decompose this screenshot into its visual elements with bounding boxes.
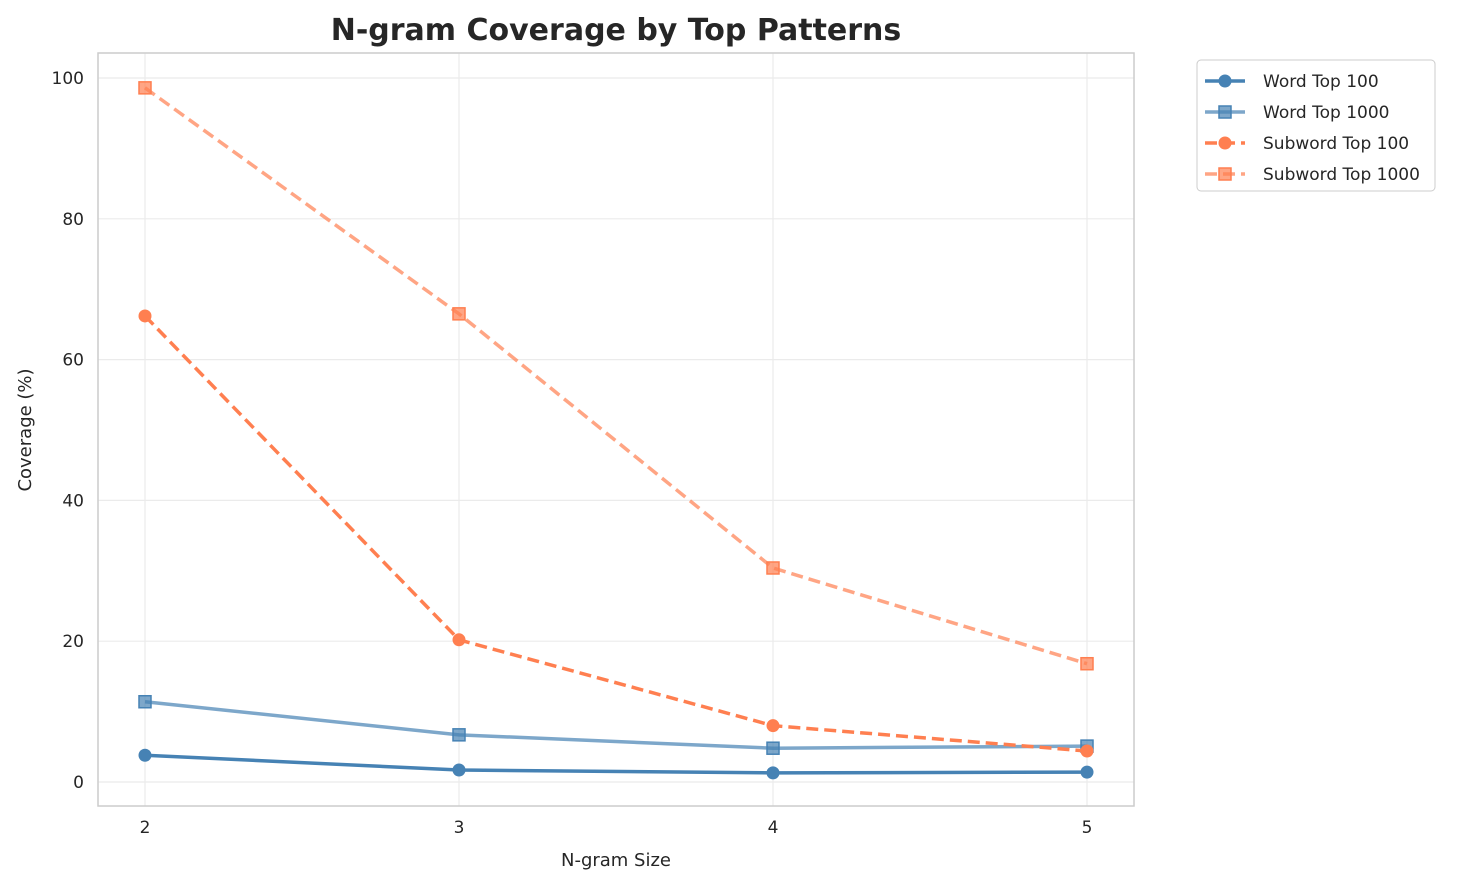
y-tick-label: 100 xyxy=(52,69,84,89)
data-point xyxy=(138,694,152,709)
series-line-1 xyxy=(144,700,1088,750)
series-line-3 xyxy=(143,86,1088,666)
y-tick-label: 60 xyxy=(62,351,84,371)
data-point xyxy=(1080,656,1094,671)
legend-marker xyxy=(1218,136,1232,150)
legend-marker xyxy=(1218,105,1232,119)
data-point xyxy=(766,766,780,780)
series-line-0 xyxy=(144,753,1088,775)
data-point xyxy=(766,719,780,733)
x-axis-label: N-gram Size xyxy=(561,850,671,871)
chart-title: N-gram Coverage by Top Patterns xyxy=(331,13,902,48)
x-tick-label: 2 xyxy=(140,818,151,838)
legend-label: Word Top 100 xyxy=(1263,72,1379,92)
legend-marker xyxy=(1218,167,1232,181)
data-point xyxy=(138,748,152,762)
data-point xyxy=(138,81,152,95)
data-point xyxy=(452,763,466,777)
x-tick-label: 5 xyxy=(1082,818,1093,838)
data-point xyxy=(452,307,466,321)
data-point xyxy=(452,728,466,742)
legend-box xyxy=(1196,59,1436,192)
y-tick-label: 40 xyxy=(62,491,84,511)
data-point xyxy=(766,561,780,575)
series-line-2 xyxy=(143,314,1088,753)
y-tick-label: 0 xyxy=(73,773,84,793)
data-point xyxy=(1080,744,1094,758)
legend-label: Subword Top 100 xyxy=(1263,134,1409,154)
data-point xyxy=(1080,765,1094,779)
x-tick-label: 3 xyxy=(454,818,465,838)
y-axis-label: Coverage (%) xyxy=(15,368,36,491)
y-tick-label: 80 xyxy=(62,210,84,230)
data-point xyxy=(138,309,152,323)
x-tick-label: 4 xyxy=(768,818,779,838)
legend-marker xyxy=(1218,74,1232,88)
plot-frame xyxy=(97,52,1135,807)
data-point xyxy=(452,633,466,647)
y-tick-label: 20 xyxy=(62,632,84,652)
legend-label: Subword Top 1000 xyxy=(1263,165,1420,185)
data-point xyxy=(766,741,780,755)
legend-label: Word Top 1000 xyxy=(1263,103,1389,123)
legend: Word Top 100 Word Top 1000 Subword Top 100… xyxy=(1196,59,1436,192)
